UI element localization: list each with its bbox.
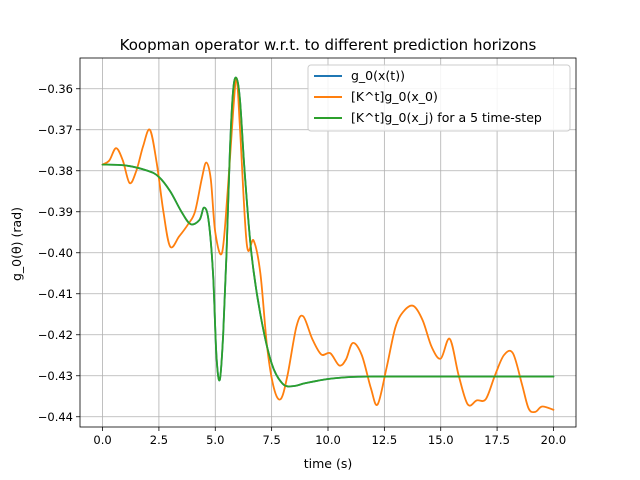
x-tick-label: 20.0 [541,433,567,447]
y-tick-label: −0.44 [38,410,73,424]
y-tick-label: −0.40 [38,246,73,260]
legend-label-koopman-xj: [K^t]g_0(x_j) for a 5 time-step [351,110,542,125]
series-line-koopman-xj [101,76,555,388]
y-tick-label: −0.43 [38,369,73,383]
y-tick-label: −0.38 [38,164,73,178]
x-tick-label: 15.0 [428,433,454,447]
series-line-koopman-x0 [101,77,555,414]
y-axis-label: g_0(θ) (rad) [9,207,24,281]
x-tick-label: 0.0 [93,433,111,447]
y-tick-label: −0.39 [38,205,73,219]
legend-label-koopman-x0: [K^t]g_0(x_0) [351,89,438,104]
x-tick-label: 17.5 [484,433,510,447]
y-tick-label: −0.42 [38,328,73,342]
y-axis-ticks: −0.36 −0.37 −0.38 −0.39 −0.40 −0.41 −0.42 −0.43… [38,82,80,424]
x-axis-label: time (s) [304,456,352,471]
legend: g_0(x(t)) [K^t]g_0(x_0) [K^t]g_0(x_j) fo… [307,64,571,132]
legend-box [307,64,571,132]
x-tick-label: 10.0 [315,433,341,447]
x-tick-label: 2.5 [150,433,168,447]
x-tick-label: 12.5 [372,433,398,447]
x-axis-ticks: 0.0 2.5 5.0 7.5 10.0 12.5 15.0 17.5 20.0 [93,427,566,447]
y-tick-label: −0.37 [38,123,73,137]
y-tick-label: −0.36 [38,82,73,96]
y-tick-label: −0.41 [38,287,73,301]
x-tick-label: 7.5 [262,433,280,447]
x-tick-label: 5.0 [206,433,224,447]
series-layer [101,76,555,414]
chart-title: Koopman operator w.r.t. to different pre… [120,36,537,54]
legend-label-g0: g_0(x(t)) [351,68,405,83]
